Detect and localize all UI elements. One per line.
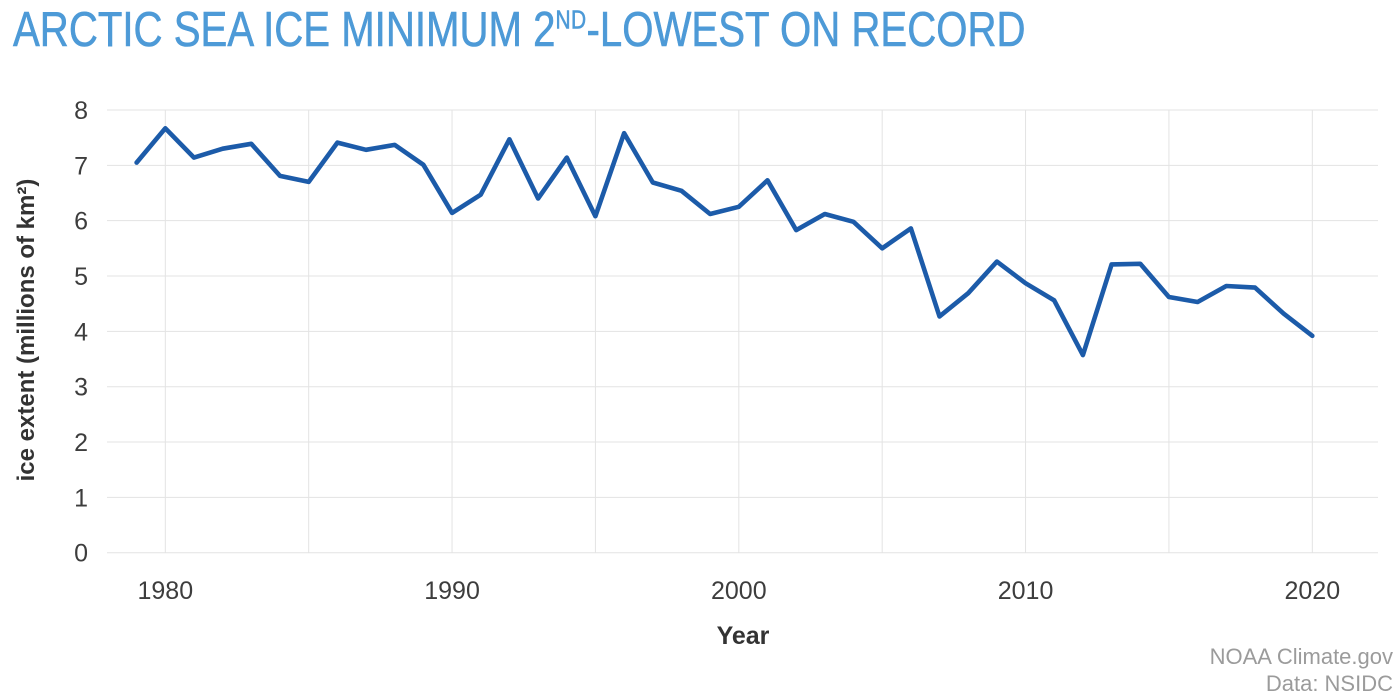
y-tick-label: 3 [74,374,88,402]
x-tick-label: 2000 [711,577,767,605]
x-tick-label: 2010 [998,577,1054,605]
source-credit: NOAA Climate.gov Data: NSIDC [1210,643,1393,697]
x-axis-title: Year [717,622,770,650]
y-tick-label: 5 [74,263,88,291]
chart-title-text-end: -LOWEST ON RECORD [586,3,1026,58]
y-tick-label: 7 [74,152,88,180]
y-tick-label: 6 [74,208,88,236]
y-tick-label: 4 [74,318,88,346]
y-tick-label: 0 [74,540,88,568]
x-tick-label: 2020 [1284,577,1340,605]
x-tick-label: 1990 [424,577,480,605]
x-tick-label: 1980 [137,577,193,605]
sea-ice-extent-line [134,126,1315,358]
y-tick-label: 2 [74,429,88,457]
credit-line-2: Data: NSIDC [1265,671,1393,696]
y-axis-tick-labels: 0 1 2 3 4 5 6 7 8 [74,97,88,568]
chart-title: ARCTIC SEA ICE MINIMUM 2ND-LOWEST ON REC… [13,2,1026,58]
chart-title-text-start: ARCTIC SEA ICE MINIMUM 2 [13,3,556,58]
chart-title-superscript: ND [555,6,587,35]
credit-line-1: NOAA Climate.gov [1209,644,1393,669]
y-axis-title: ice extent (millions of km²) [13,179,40,482]
y-tick-label: 8 [74,97,88,125]
y-tick-label: 1 [74,484,88,512]
gridlines [107,109,1378,554]
x-axis-tick-labels: 1980 1990 2000 2010 2020 [137,577,1340,605]
